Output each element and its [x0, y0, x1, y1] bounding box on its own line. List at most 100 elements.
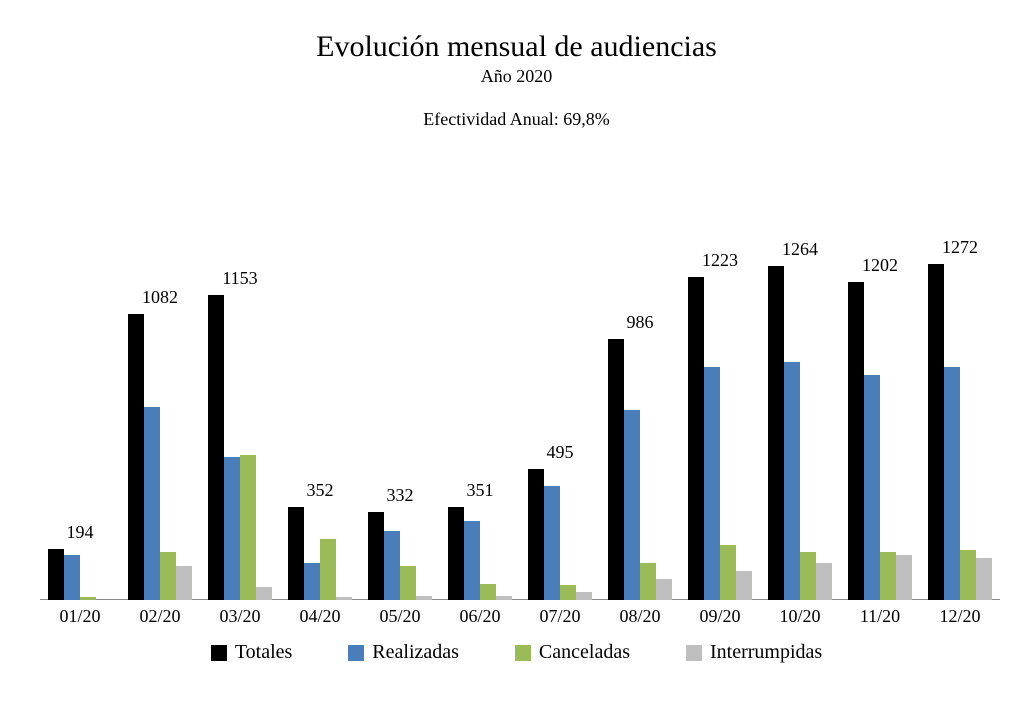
x-axis-label: 11/20 — [848, 606, 912, 627]
chart-subtitle2: Efectividad Anual: 69,8% — [0, 109, 1033, 130]
bar — [208, 295, 224, 600]
bar-group: 1223 — [688, 230, 752, 600]
bar — [240, 455, 256, 600]
bar — [160, 552, 176, 600]
bar — [256, 587, 272, 600]
bar — [48, 549, 64, 600]
bar-value-label: 1153 — [208, 268, 272, 289]
x-axis-label: 08/20 — [608, 606, 672, 627]
bar-value-label: 352 — [288, 480, 352, 501]
bar-group: 351 — [448, 230, 512, 600]
chart-title: Evolución mensual de audiencias — [0, 30, 1033, 64]
legend-item: Canceladas — [515, 640, 630, 664]
x-axis-label: 06/20 — [448, 606, 512, 627]
bar — [704, 367, 720, 600]
bar — [496, 596, 512, 600]
bar — [960, 550, 976, 600]
bar — [400, 566, 416, 600]
bar-value-label: 1264 — [768, 239, 832, 260]
bar — [800, 552, 816, 600]
bar — [528, 469, 544, 600]
bar — [768, 266, 784, 600]
bar — [368, 512, 384, 600]
bar-group: 495 — [528, 230, 592, 600]
bar — [64, 555, 80, 600]
bar — [128, 314, 144, 600]
x-axis-label: 01/20 — [48, 606, 112, 627]
bar — [608, 339, 624, 600]
legend-swatch — [686, 645, 702, 661]
bar — [720, 545, 736, 601]
bar-value-label: 986 — [608, 312, 672, 333]
legend-swatch — [515, 645, 531, 661]
legend-label: Totales — [235, 641, 292, 663]
x-axis-label: 05/20 — [368, 606, 432, 627]
x-axis-labels: 01/20 02/20 03/20 04/20 05/20 06/20 07/20 08/20… — [40, 606, 1000, 636]
bar — [464, 521, 480, 600]
bar — [288, 507, 304, 600]
legend-label: Realizadas — [372, 641, 459, 663]
legend-label: Interrumpidas — [710, 641, 822, 663]
bar — [448, 507, 464, 600]
legend: Totales Realizadas Canceladas Interrumpidas — [0, 640, 1033, 664]
bar — [80, 597, 96, 600]
bar — [320, 539, 336, 600]
bar-value-label: 194 — [48, 522, 112, 543]
legend-item: Realizadas — [348, 640, 459, 664]
bar — [784, 362, 800, 600]
chart-container: Evolución mensual de audiencias Año 2020… — [0, 30, 1033, 707]
bar — [560, 585, 576, 600]
x-axis-label: 02/20 — [128, 606, 192, 627]
bar-group: 1153 — [208, 230, 272, 600]
legend-item: Interrumpidas — [686, 640, 822, 664]
legend-swatch — [348, 645, 364, 661]
plot-area: 194 1082 1153 352 332 351 495 986 1223 1264 1202 12… — [40, 230, 1000, 600]
bar-group: 1202 — [848, 230, 912, 600]
bar — [864, 375, 880, 600]
x-axis-label: 09/20 — [688, 606, 752, 627]
bar-value-label: 1202 — [848, 255, 912, 276]
x-axis-label: 12/20 — [928, 606, 992, 627]
x-axis-label: 07/20 — [528, 606, 592, 627]
x-axis-label: 10/20 — [768, 606, 832, 627]
bar-group: 986 — [608, 230, 672, 600]
bar-value-label: 1223 — [688, 250, 752, 271]
bar — [640, 563, 656, 600]
x-axis-label: 04/20 — [288, 606, 352, 627]
bar — [624, 410, 640, 600]
bar-value-label: 351 — [448, 480, 512, 501]
bar — [144, 407, 160, 600]
bar — [544, 486, 560, 600]
bar — [336, 597, 352, 600]
bar — [224, 457, 240, 600]
bar-group: 1082 — [128, 230, 192, 600]
bar — [384, 531, 400, 600]
bar-value-label: 1082 — [128, 287, 192, 308]
bar — [416, 596, 432, 600]
bar — [176, 566, 192, 600]
bar-group: 1264 — [768, 230, 832, 600]
x-axis-label: 03/20 — [208, 606, 272, 627]
bar — [880, 552, 896, 600]
bar-group: 1272 — [928, 230, 992, 600]
bar — [848, 282, 864, 600]
bar — [736, 571, 752, 600]
legend-label: Canceladas — [539, 641, 630, 663]
bar-group: 194 — [48, 230, 112, 600]
legend-item: Totales — [211, 640, 292, 664]
bar-value-label: 495 — [528, 442, 592, 463]
bar — [928, 264, 944, 600]
bar-group: 352 — [288, 230, 352, 600]
bar — [816, 563, 832, 600]
bar — [656, 579, 672, 600]
bar — [944, 367, 960, 600]
bar — [688, 277, 704, 600]
bar — [304, 563, 320, 600]
chart-subtitle: Año 2020 — [0, 66, 1033, 87]
bar-value-label: 1272 — [928, 237, 992, 258]
bar — [576, 592, 592, 600]
legend-swatch — [211, 645, 227, 661]
bar — [896, 555, 912, 600]
bar-group: 332 — [368, 230, 432, 600]
bar — [976, 558, 992, 600]
